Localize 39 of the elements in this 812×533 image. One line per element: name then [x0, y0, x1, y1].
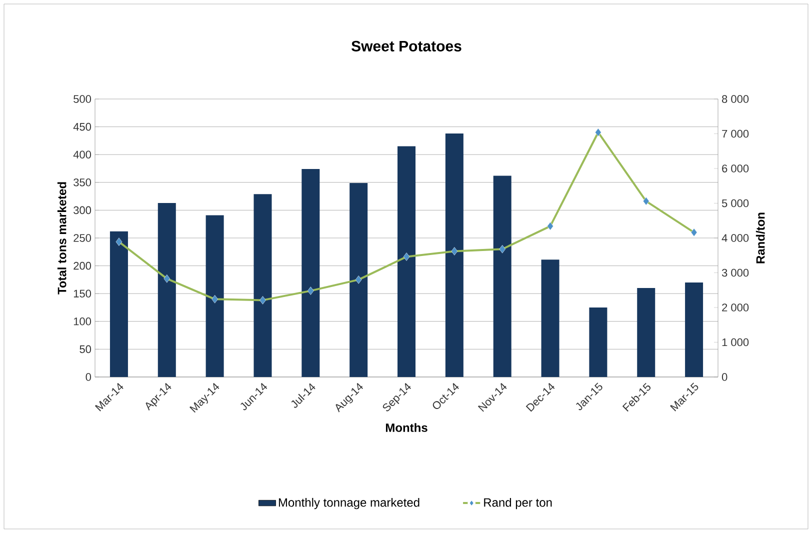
y-tick-label: 350: [74, 178, 92, 186]
y2-tick-label: 8 000: [722, 95, 749, 103]
bar: [493, 176, 512, 377]
y-axis-title: Total tons marketed: [57, 182, 66, 294]
y-tick-label: 200: [74, 262, 92, 270]
y-tick-label: 300: [74, 206, 92, 214]
bar: [302, 169, 320, 377]
legend-label: Rand per ton: [484, 498, 552, 510]
bar: [589, 307, 608, 377]
y-tick-label: 250: [74, 234, 92, 242]
bar: [398, 146, 416, 377]
bar: [254, 194, 272, 377]
y2-axis-title: Rand/ton: [756, 212, 765, 264]
bar: [685, 282, 704, 377]
y-tick-label: 400: [73, 150, 92, 158]
y-tick-label: 150: [74, 290, 92, 298]
y2-tick-label: 6 000: [722, 164, 749, 172]
y-tick-label: 100: [74, 318, 92, 326]
bar: [445, 133, 464, 377]
y2-tick-label: 5 000: [722, 199, 749, 208]
bar: [541, 260, 560, 377]
y2-tick-label: 3 000: [722, 268, 749, 277]
bar: [158, 202, 176, 377]
legend-label: Monthly tonnage marketed: [278, 498, 420, 510]
y2-tick-label: 1 000: [722, 338, 749, 346]
chart-title: Sweet Potatoes: [352, 40, 462, 52]
y-tick-label: 450: [73, 122, 92, 131]
y2-tick-label: 0: [722, 373, 728, 381]
y2-tick-label: 2 000: [722, 304, 749, 312]
bar: [350, 182, 368, 377]
x-axis-title: Months: [386, 423, 428, 432]
y-tick-label: 500: [74, 95, 92, 103]
bar: [637, 288, 656, 377]
bar: [110, 231, 128, 377]
y2-tick-label: 4 000: [722, 234, 749, 242]
bar: [206, 215, 224, 377]
y2-tick-label: 7 000: [722, 130, 749, 138]
y-tick-label: 50: [80, 345, 92, 354]
y-tick-label: 0: [86, 373, 92, 381]
